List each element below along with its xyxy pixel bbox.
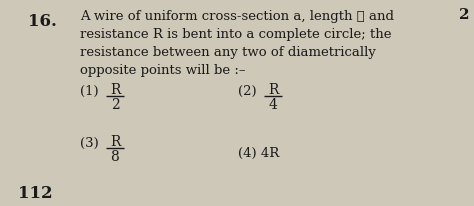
- Text: resistance R is bent into a complete circle; the: resistance R is bent into a complete cir…: [80, 28, 392, 41]
- Text: 8: 8: [110, 149, 119, 163]
- Text: (3): (3): [80, 136, 99, 149]
- Text: R: R: [110, 83, 120, 97]
- Text: (1): (1): [80, 85, 99, 97]
- Text: R: R: [110, 134, 120, 148]
- Text: 4: 4: [269, 97, 277, 111]
- Text: 16.: 16.: [28, 13, 57, 30]
- Text: A wire of uniform cross-section a, length ℓ and: A wire of uniform cross-section a, lengt…: [80, 10, 394, 23]
- Text: resistance between any two of diametrically: resistance between any two of diametrica…: [80, 46, 376, 59]
- Text: 2: 2: [459, 8, 470, 22]
- Text: (2): (2): [238, 85, 256, 97]
- Text: opposite points will be :–: opposite points will be :–: [80, 64, 246, 77]
- Text: 112: 112: [18, 184, 53, 201]
- Text: 2: 2: [110, 97, 119, 111]
- Text: (4) 4R: (4) 4R: [238, 146, 279, 159]
- Text: R: R: [268, 83, 278, 97]
